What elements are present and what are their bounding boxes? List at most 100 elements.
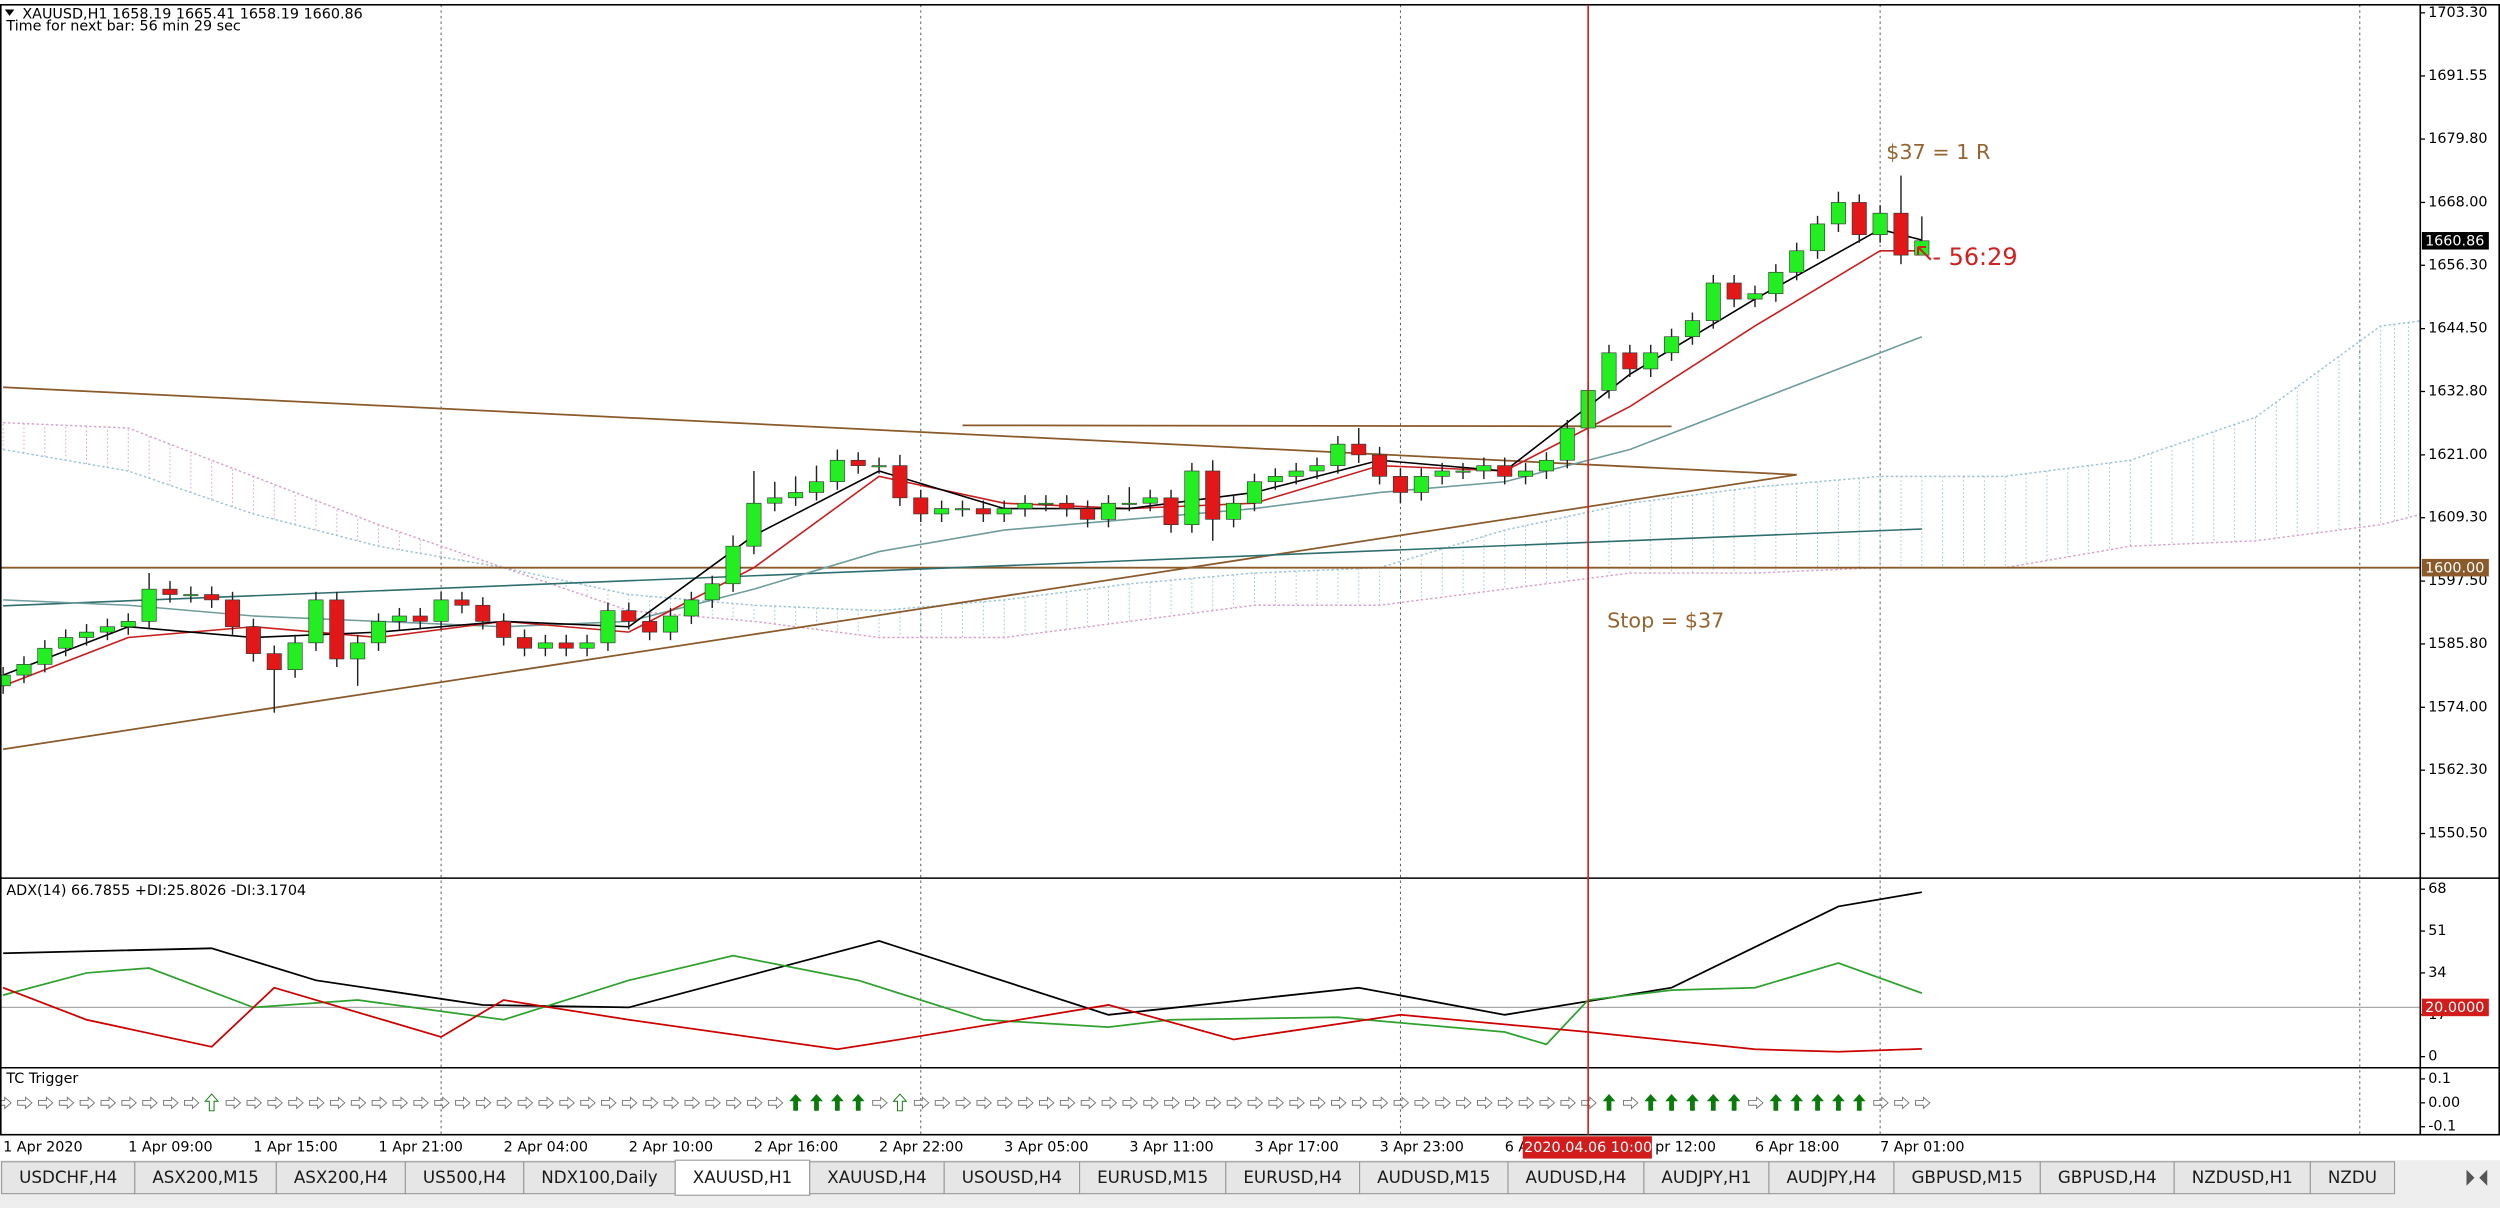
tab-label[interactable]: ASX200,M15 — [152, 1167, 258, 1187]
tab-background[interactable] — [2039, 1161, 2175, 1195]
tab-label[interactable]: USOUSD,H4 — [962, 1167, 1062, 1187]
tab[interactable]: AUDUSD,H4 — [1507, 1161, 1645, 1195]
trigger-neutral — [1122, 1096, 1139, 1110]
tab[interactable]: NZDUSD,H1 — [2173, 1161, 2311, 1195]
tab-background[interactable] — [943, 1161, 1081, 1195]
tab-background[interactable] — [404, 1161, 525, 1195]
tab-label[interactable]: EURUSD,H4 — [1243, 1167, 1342, 1187]
overlay-layer: XAUUSD,H1 1658.19 1665.41 1658.19 1660.8… — [3, 4, 2489, 1186]
trigger-up-hollow — [892, 1093, 908, 1112]
tab-label[interactable]: AUDJPY,H4 — [1786, 1167, 1876, 1187]
tab[interactable]: AUDJPY,H4 — [1768, 1161, 1895, 1195]
x-tick-label: 3 Apr 23:00 — [1380, 1139, 1464, 1155]
tab[interactable]: USDCHF,H4 — [1, 1161, 136, 1195]
candle-body — [1267, 476, 1283, 483]
tab[interactable]: NDX100,Daily — [523, 1161, 676, 1195]
tab-background[interactable] — [1359, 1161, 1509, 1195]
y-tick-label: 1597.50 — [2428, 573, 2487, 589]
tab-scroll[interactable] — [2466, 1169, 2488, 1186]
tab[interactable]: USOUSD,H4 — [943, 1161, 1081, 1195]
x-tick-label: 1 Apr 09:00 — [128, 1139, 212, 1155]
trigger-up-hollow — [204, 1093, 220, 1112]
candle-body — [1059, 502, 1075, 509]
x-tick-label: 3 Apr 17:00 — [1254, 1139, 1338, 1155]
trigger-neutral — [580, 1096, 596, 1110]
candle-body — [1038, 502, 1054, 505]
collapse-icon[interactable] — [4, 9, 15, 16]
tab-background[interactable] — [1507, 1161, 1645, 1195]
tab-background[interactable] — [134, 1161, 277, 1195]
candle-body — [1830, 202, 1846, 225]
tab[interactable]: AUDUSD,M15 — [1359, 1161, 1509, 1195]
candle-body — [808, 481, 824, 493]
candle-body — [58, 637, 74, 649]
tab-label[interactable]: GBPUSD,M15 — [1911, 1167, 2022, 1187]
cloud-span — [3, 421, 2421, 639]
tab[interactable]: ASX200,H4 — [275, 1161, 406, 1195]
tab-background[interactable] — [1079, 1161, 1227, 1195]
x-tick-label: 2 Apr 22:00 — [879, 1139, 963, 1155]
candle-body — [0, 674, 11, 687]
trigger-up — [1727, 1094, 1741, 1111]
tab-label[interactable]: XAUUSD,H4 — [827, 1167, 926, 1187]
tab[interactable]: AUDJPY,H1 — [1643, 1161, 1770, 1195]
x-tick-label: 2 Apr 10:00 — [629, 1139, 713, 1155]
candle-body — [391, 615, 407, 622]
candle-body — [99, 626, 115, 633]
candle-body — [1664, 336, 1680, 354]
tab-background[interactable] — [1225, 1161, 1361, 1195]
last-price-label-box — [2421, 232, 2489, 250]
tab-label[interactable]: NZDUSD,H1 — [2192, 1167, 2293, 1187]
trigger-neutral — [872, 1096, 888, 1110]
tab-label[interactable]: NZDU — [2328, 1167, 2377, 1187]
tab[interactable]: ASX200,M15 — [134, 1161, 277, 1195]
trigger-neutral — [997, 1096, 1013, 1110]
tab-label[interactable]: XAUUSD,H1 — [693, 1167, 792, 1187]
tab-background[interactable] — [1893, 1161, 2041, 1195]
x-tick-label: 3 Apr 11:00 — [1129, 1139, 1213, 1155]
trigger-neutral — [726, 1096, 742, 1110]
tab-label[interactable]: ASX200,H4 — [294, 1167, 388, 1187]
tab[interactable]: XAUUSD,H4 — [809, 1161, 945, 1195]
trigger-up — [1602, 1094, 1616, 1111]
tab[interactable]: EURUSD,M15 — [1079, 1161, 1227, 1195]
tab-background[interactable] — [1643, 1161, 1770, 1195]
tab-label[interactable]: AUDUSD,H4 — [1526, 1167, 1627, 1187]
tab-background[interactable] — [2309, 1161, 2396, 1195]
indicator-line — [2, 954, 1923, 1046]
tab-label[interactable]: AUDUSD,M15 — [1377, 1167, 1490, 1187]
candle-body — [600, 610, 616, 644]
candle-body — [788, 492, 804, 499]
tab-label[interactable]: AUDJPY,H1 — [1661, 1167, 1751, 1187]
x-tick-label: pr 12:00 — [1655, 1139, 1716, 1155]
tab[interactable]: GBPUSD,M15 — [1893, 1161, 2041, 1195]
tab-background[interactable] — [1768, 1161, 1895, 1195]
tab[interactable]: GBPUSD,H4 — [2039, 1161, 2175, 1195]
tab[interactable]: EURUSD,H4 — [1225, 1161, 1361, 1195]
tab-background[interactable] — [809, 1161, 945, 1195]
tab-label[interactable]: EURUSD,M15 — [1097, 1167, 1208, 1187]
tab[interactable]: US500,H4 — [404, 1161, 525, 1195]
crosshair-label: 2020.04.06 10:00 — [1524, 1140, 1652, 1156]
tab-label[interactable]: GBPUSD,H4 — [2058, 1167, 2157, 1187]
tab-label[interactable]: NDX100,Daily — [541, 1167, 657, 1187]
trigger-neutral — [455, 1096, 471, 1110]
candle-body — [266, 653, 282, 671]
indicator-line — [3, 891, 1922, 1016]
candle-body — [1100, 502, 1116, 520]
tab[interactable]: XAUUSD,H1 — [674, 1159, 811, 1196]
tab-label[interactable]: USDCHF,H4 — [19, 1167, 117, 1187]
tab-background[interactable] — [523, 1161, 676, 1195]
tab-background[interactable] — [674, 1159, 811, 1196]
last-price-label: 1660.86 — [2425, 234, 2484, 250]
tab-label[interactable]: US500,H4 — [423, 1167, 506, 1187]
y-tick-label: 1609.30 — [2428, 510, 2487, 526]
candle-body — [79, 631, 95, 638]
tab[interactable]: NZDU — [2309, 1161, 2396, 1195]
annotation: - 56:29 — [1932, 243, 2017, 271]
tab-background[interactable] — [275, 1161, 406, 1195]
candle-body — [496, 621, 512, 638]
candle-body — [1726, 282, 1742, 300]
trigger-neutral — [1226, 1096, 1243, 1110]
